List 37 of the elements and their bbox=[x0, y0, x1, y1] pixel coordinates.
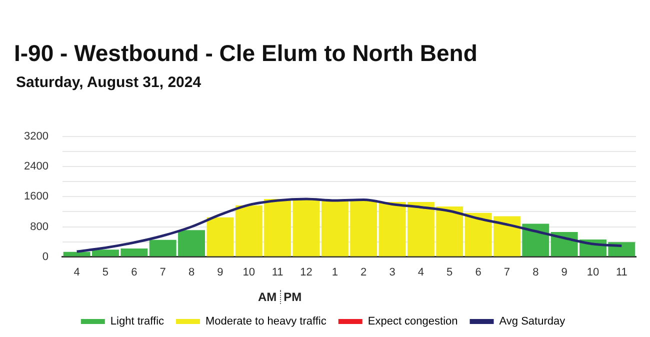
x-tick-label: 6 bbox=[475, 266, 482, 278]
x-tick-label: 5 bbox=[446, 266, 453, 278]
y-tick-label: 800 bbox=[30, 220, 48, 233]
legend-label: Moderate to heavy traffic bbox=[206, 316, 327, 328]
text: PM bbox=[284, 290, 302, 304]
y-tick-label: 1600 bbox=[24, 190, 48, 203]
bar bbox=[522, 224, 550, 256]
bar bbox=[206, 217, 234, 256]
x-tick-label: 10 bbox=[242, 266, 255, 278]
x-tick-label: 8 bbox=[532, 266, 539, 278]
text: AM bbox=[258, 290, 277, 304]
x-tick-label: 1 bbox=[332, 266, 338, 278]
x-tick-label: 4 bbox=[74, 266, 80, 278]
x-tick-label: 3 bbox=[389, 266, 396, 278]
x-tick-label: 7 bbox=[160, 266, 166, 278]
legend-label: Light traffic bbox=[110, 316, 165, 328]
x-tick-label: 4 bbox=[418, 266, 424, 278]
y-tick-label: 3200 bbox=[24, 130, 48, 143]
chart-subtitle: Saturday, August 31, 2024 bbox=[16, 74, 202, 91]
x-tick-label: 8 bbox=[188, 266, 195, 278]
y-tick-label: 2400 bbox=[24, 160, 48, 173]
chart-title: I-90 - Westbound - Cle Elum to North Bend bbox=[14, 40, 478, 67]
x-tick-label: 2 bbox=[360, 266, 367, 278]
x-tick-label: 9 bbox=[561, 266, 568, 278]
x-tick-label: 6 bbox=[131, 266, 138, 278]
x-tick-label: 5 bbox=[102, 266, 109, 278]
x-tick-label: 7 bbox=[504, 266, 510, 278]
x-tick-label: 9 bbox=[217, 266, 224, 278]
x-tick-label: 12 bbox=[300, 266, 312, 278]
bar bbox=[378, 202, 406, 256]
legend-label: Expect congestion bbox=[368, 316, 458, 328]
legend-label: Avg Saturday bbox=[499, 316, 566, 328]
y-tick-label: 0 bbox=[42, 250, 48, 263]
line-series bbox=[76, 198, 623, 253]
x-tick-label: 11 bbox=[272, 266, 284, 278]
x-tick-label: 10 bbox=[586, 266, 600, 278]
x-tick-label: 11 bbox=[616, 266, 628, 278]
